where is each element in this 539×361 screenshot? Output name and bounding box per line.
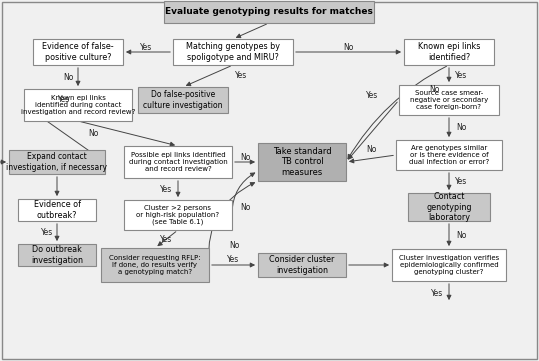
FancyBboxPatch shape	[18, 244, 96, 266]
Text: No: No	[88, 129, 98, 138]
Text: No: No	[456, 123, 466, 132]
Text: No: No	[343, 43, 354, 52]
Text: Yes: Yes	[431, 288, 443, 297]
Text: Consider cluster
investigation: Consider cluster investigation	[270, 255, 335, 275]
Text: No: No	[63, 73, 73, 82]
Text: No: No	[366, 145, 376, 155]
Text: Yes: Yes	[367, 91, 378, 100]
Text: Yes: Yes	[58, 96, 71, 104]
FancyBboxPatch shape	[33, 39, 123, 65]
Text: No: No	[240, 203, 250, 212]
Text: Consider requesting RFLP:
If done, do results verify
a genotyping match?: Consider requesting RFLP: If done, do re…	[109, 255, 201, 275]
FancyBboxPatch shape	[258, 253, 346, 277]
Text: No: No	[456, 231, 466, 239]
FancyBboxPatch shape	[124, 146, 232, 178]
Text: Do false-positive
culture investigation: Do false-positive culture investigation	[143, 90, 223, 110]
Text: Source case smear-
negative or secondary
case foreign-born?: Source case smear- negative or secondary…	[410, 90, 488, 110]
Text: No: No	[429, 86, 439, 95]
Text: No: No	[229, 240, 239, 249]
Text: Contact
genotyping
laboratory: Contact genotyping laboratory	[426, 192, 472, 222]
Text: Possible epi links identified
during contact investigation
and record review?: Possible epi links identified during con…	[129, 152, 227, 172]
FancyBboxPatch shape	[18, 199, 96, 221]
Text: Known epi links
identified?: Known epi links identified?	[418, 42, 480, 62]
Text: Yes: Yes	[41, 228, 53, 237]
Text: Yes: Yes	[455, 177, 467, 186]
Text: Matching genotypes by
spoligotype and MIRU?: Matching genotypes by spoligotype and MI…	[186, 42, 280, 62]
FancyBboxPatch shape	[392, 249, 506, 281]
Text: Yes: Yes	[160, 235, 172, 244]
Text: Yes: Yes	[235, 71, 247, 81]
Text: Yes: Yes	[140, 43, 152, 52]
Text: Are genotypes similar
or is there evidence of
dual infection or error?: Are genotypes similar or is there eviden…	[409, 145, 489, 165]
Text: Cluster >2 persons
or high-risk population?
(see Table 6.1): Cluster >2 persons or high-risk populati…	[136, 205, 219, 225]
FancyBboxPatch shape	[404, 39, 494, 65]
Text: No: No	[240, 152, 250, 161]
Text: Take standard
TB control
measures: Take standard TB control measures	[273, 147, 331, 177]
FancyBboxPatch shape	[173, 39, 293, 65]
Text: Do outbreak
investigation: Do outbreak investigation	[31, 245, 83, 265]
FancyBboxPatch shape	[396, 140, 502, 170]
FancyBboxPatch shape	[9, 150, 105, 174]
Text: Yes: Yes	[227, 256, 240, 265]
Text: Expand contact
investigation, if necessary: Expand contact investigation, if necessa…	[6, 152, 107, 172]
FancyBboxPatch shape	[408, 193, 490, 221]
Text: Yes: Yes	[160, 184, 172, 193]
FancyBboxPatch shape	[138, 87, 228, 113]
FancyBboxPatch shape	[101, 248, 209, 282]
Text: Evidence of false-
positive culture?: Evidence of false- positive culture?	[42, 42, 114, 62]
FancyBboxPatch shape	[258, 143, 346, 181]
Text: Yes: Yes	[455, 70, 467, 79]
Text: Known epi links
identified during contact
investigation and record review?: Known epi links identified during contac…	[21, 95, 135, 115]
Text: Cluster investigation verifies
epidemiologically confirmed
genotyping cluster?: Cluster investigation verifies epidemiol…	[399, 255, 499, 275]
FancyBboxPatch shape	[399, 85, 499, 115]
Text: Evaluate genotyping results for matches: Evaluate genotyping results for matches	[165, 8, 373, 17]
FancyBboxPatch shape	[124, 200, 232, 230]
Text: Evidence of
outbreak?: Evidence of outbreak?	[33, 200, 80, 220]
FancyBboxPatch shape	[164, 1, 374, 23]
FancyBboxPatch shape	[24, 89, 132, 121]
